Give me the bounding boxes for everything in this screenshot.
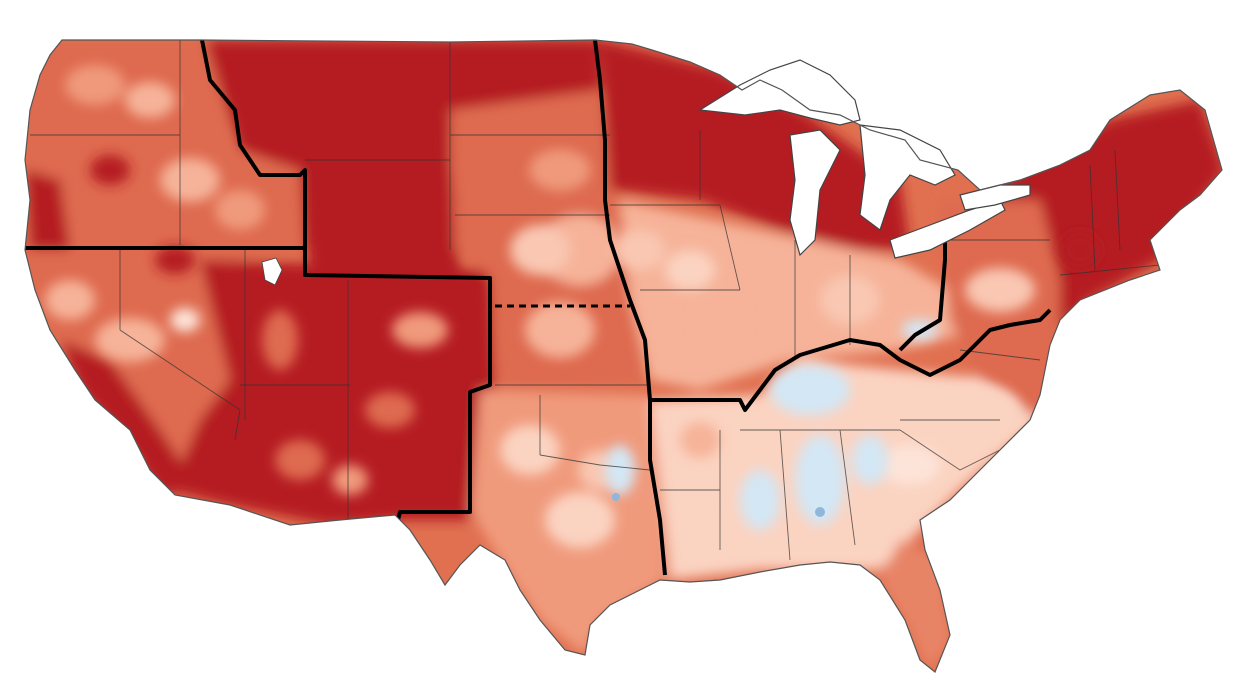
state-boundaries — [30, 40, 1161, 561]
blue-dot — [612, 493, 620, 501]
lake-erie — [889, 199, 1006, 259]
great-lakes — [698, 59, 1031, 259]
great-salt-lake — [261, 257, 283, 286]
blue-dot — [815, 507, 825, 517]
mottled-texture — [45, 65, 1100, 548]
lake-michigan — [789, 129, 841, 257]
lake-superior — [698, 59, 861, 126]
lake-huron — [859, 124, 956, 231]
below-average-patches — [605, 320, 938, 530]
region-boundaries — [25, 40, 1052, 576]
